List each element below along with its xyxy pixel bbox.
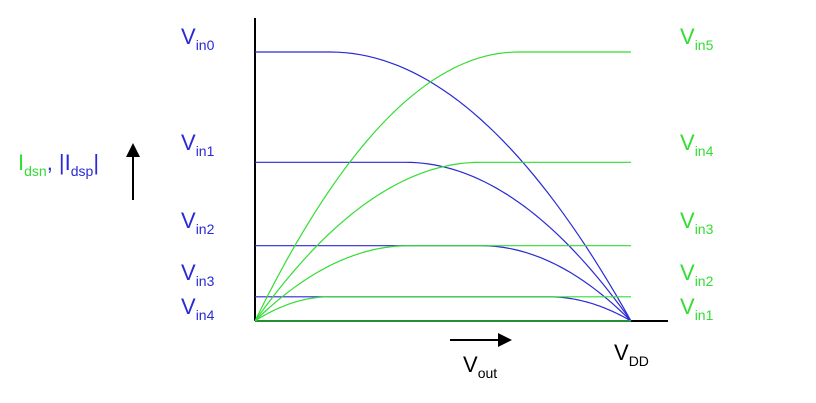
y-label-idsn-sub: dsn <box>24 163 47 179</box>
nmos-curve-vin0 <box>255 51 632 322</box>
pmos-curve-vin4 <box>254 161 631 322</box>
y-label-separator: , |I <box>47 150 71 175</box>
y-label-idsp-sub: dsp <box>71 163 94 179</box>
right-label-4: Vin1 <box>680 294 714 323</box>
nmos-curve-vin3 <box>255 296 632 322</box>
y-label-closing: | <box>93 150 99 175</box>
right-label-3: Vin2 <box>680 260 714 289</box>
left-input-labels: Vin0 Vin1 Vin2 Vin3 Vin4 <box>181 24 215 323</box>
y-label-idsn: I <box>18 150 24 175</box>
right-label-0: Vin5 <box>680 24 714 53</box>
pmos-curve-vin5 <box>254 51 631 322</box>
left-label-2: Vin2 <box>181 208 215 237</box>
x-axis-label: Vout <box>463 352 497 381</box>
curves-group <box>254 51 632 322</box>
y-axis-label: Idsn, |Idsp| <box>18 150 99 179</box>
right-label-2: Vin3 <box>680 208 714 237</box>
left-label-0: Vin0 <box>181 24 215 53</box>
vdd-label: VDD <box>614 340 649 369</box>
right-label-1: Vin4 <box>680 130 714 159</box>
left-label-1: Vin1 <box>181 130 215 159</box>
left-label-3: Vin3 <box>181 260 215 289</box>
pmos-curve-vin3 <box>254 245 631 322</box>
nmos-curve-vin2 <box>255 245 632 322</box>
svg-text:Idsn, |Idsp|: Idsn, |Idsp| <box>18 150 99 179</box>
left-label-4: Vin4 <box>181 294 215 323</box>
pmos-curve-vin2 <box>254 296 631 322</box>
nmos-curve-vin1 <box>255 161 632 322</box>
right-input-labels: Vin5 Vin4 Vin3 Vin2 Vin1 <box>680 24 714 323</box>
